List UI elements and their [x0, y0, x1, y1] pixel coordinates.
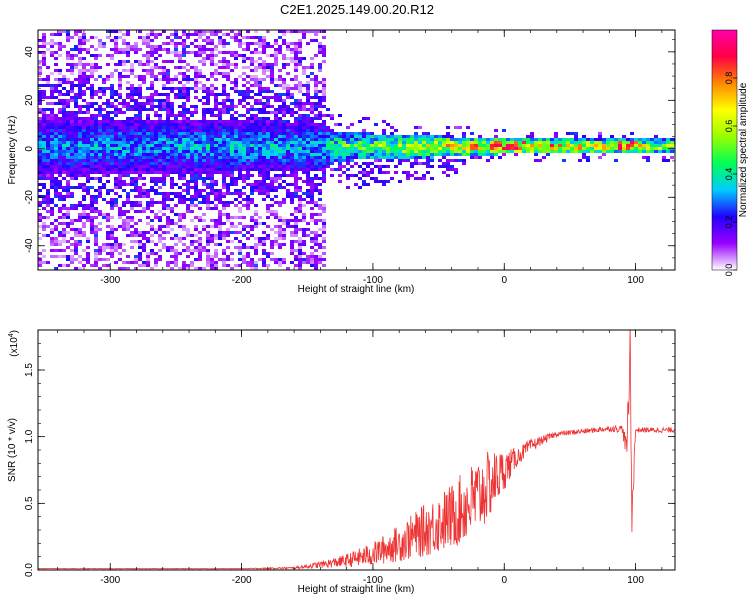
- snr-ylabel: SNR (10 * v/v): [7, 418, 18, 482]
- snr-frame: [37, 329, 676, 571]
- colorbar-tick-label: 0.0: [724, 264, 734, 277]
- spectrogram-xtick-label: -100: [363, 275, 383, 286]
- colorbar-tick-label: 0.4: [724, 168, 734, 181]
- colorbar-gradient: [711, 29, 738, 271]
- spectrogram-ytick-label: 20: [24, 94, 35, 106]
- snr-xtick-label: -300: [100, 575, 120, 586]
- colorbar-label: Normalized spectral amplitude: [738, 82, 749, 217]
- spectrogram-xtick-label: 0: [501, 275, 507, 286]
- snr-xlabel: Height of straight line (km): [298, 584, 415, 595]
- snr-xtick-label: 0: [501, 575, 507, 586]
- spectrogram-ytick-label: -20: [24, 190, 35, 205]
- spectrogram-xtick-label: 100: [627, 275, 644, 286]
- spectrogram-xlabel: Height of straight line (km): [298, 284, 415, 295]
- snr-ytick-label: 0.5: [24, 496, 35, 510]
- colorbar-tick-label: 0.6: [724, 120, 734, 133]
- spectrogram-ytick-label: 0: [24, 146, 35, 152]
- snr-ytick-label: 1.0: [24, 429, 35, 443]
- spectrogram-ytick-label: -40: [24, 238, 35, 253]
- spectrogram-heatmap: [38, 30, 675, 270]
- snr-xtick-label: -200: [232, 575, 252, 586]
- snr-ytick-label: 1.5: [24, 363, 35, 377]
- snr-xtick-label: 100: [627, 575, 644, 586]
- spectrogram-xtick-label: -300: [100, 275, 120, 286]
- spectrogram-xtick-label: -200: [232, 275, 252, 286]
- snr-ytick-label: 0.0: [24, 563, 35, 577]
- figure-title: C2E1.2025.149.00.20.R12: [280, 2, 434, 17]
- snr-panel: -300 -200 -100 0 100 0.0 0.5 1.0 1.5 Height of s…: [7, 329, 676, 595]
- colorbar: 0.0 0.2 0.4 0.6 0.8 Normalized spectral ampl…: [711, 29, 749, 277]
- spectrogram-ylabel: Frequency (Hz): [7, 116, 18, 185]
- colorbar-tick-label: 0.2: [724, 216, 734, 229]
- snr-xtick-label: -100: [363, 575, 383, 586]
- colorbar-tick-label: 0.8: [724, 72, 734, 85]
- snr-series-line: [38, 330, 675, 570]
- spectrogram-frame: [37, 29, 676, 271]
- snr-multiplier: (x104): [8, 330, 20, 357]
- spectrogram-ytick-label: 40: [24, 46, 35, 58]
